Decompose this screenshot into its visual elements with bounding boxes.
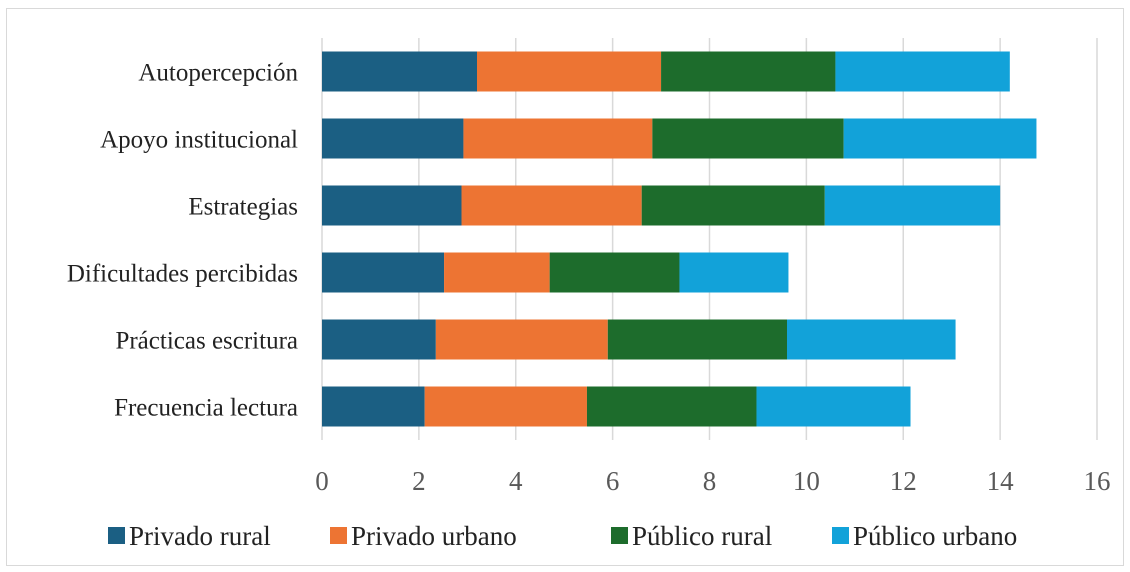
legend-swatch [108,527,125,544]
bar-segment [463,118,653,159]
bar-segment [787,319,956,360]
x-tick-label: 4 [509,466,523,496]
category-label: Autopercepción [138,60,298,87]
gridlines [321,38,1098,440]
category-label: Estrategias [188,194,298,221]
bar-segment [477,51,662,92]
legend-label: Público urbano [853,521,1017,551]
x-tick-label: 6 [606,466,620,496]
bar-segment [444,252,550,293]
bar-segment [679,252,789,293]
bar-segment [586,386,757,427]
bar-segment [322,185,462,226]
category-labels: Autopercepción Apoyo institucional Estrate… [67,60,299,422]
legend-label: Privado rural [129,521,271,551]
bar-segment [756,386,911,427]
category-label: Dificultades percibidas [67,261,298,288]
bar-segment [549,252,680,293]
x-tick-label: 10 [793,466,820,496]
bar-segment [641,185,825,226]
bar-segment [607,319,787,360]
x-tick-label: 14 [987,466,1015,496]
bar-segment [322,386,425,427]
bar-segment [835,51,1010,92]
legend-label: Público rural [632,521,772,551]
bars [322,51,1037,427]
legend-swatch [330,527,347,544]
bar-segment [843,118,1037,159]
legend-swatch [832,527,849,544]
legend: Privado rural Privado urbano Público rural… [108,521,1017,551]
x-axis-tick-labels: 0 2 4 6 8 10 12 14 16 [315,466,1110,496]
legend-swatch [611,527,628,544]
bar-segment [322,252,445,293]
bar-segment [435,319,608,360]
legend-label: Privado urbano [351,521,517,551]
x-tick-label: 12 [890,466,917,496]
bar-segment [461,185,642,226]
bar-segment [322,319,436,360]
bar-segment [824,185,1001,226]
x-tick-label: 16 [1084,466,1111,496]
x-tick-label: 2 [412,466,426,496]
x-tick-label: 0 [315,466,329,496]
category-label: Prácticas escritura [115,328,298,355]
category-label: Frecuencia lectura [114,395,298,422]
bar-segment [322,51,477,92]
x-tick-label: 8 [703,466,717,496]
bar-segment [661,51,836,92]
bar-segment [322,118,464,159]
bar-segment [652,118,844,159]
bar-segment [424,386,587,427]
category-label: Apoyo institucional [100,127,298,154]
